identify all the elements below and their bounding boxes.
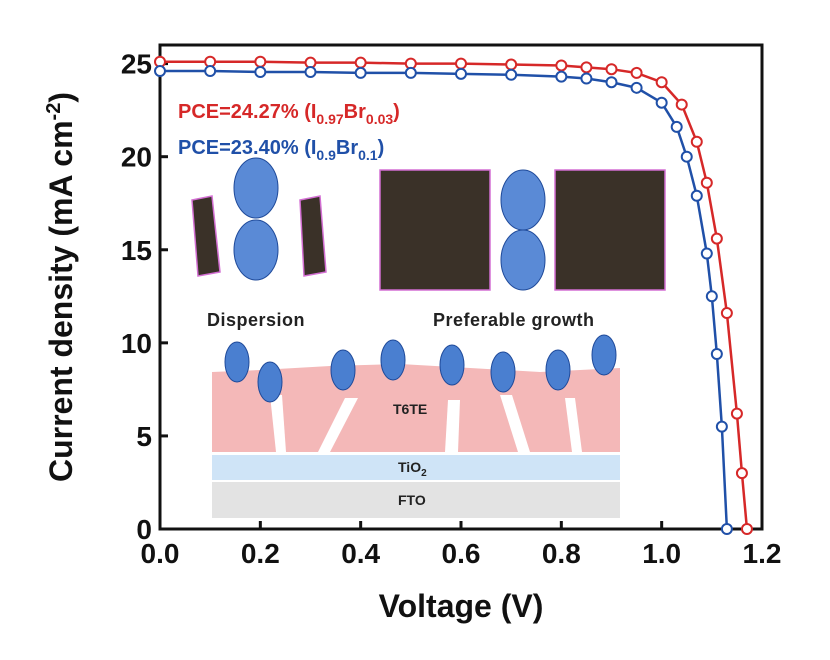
data-point-series-0: [455, 57, 467, 70]
x-tick-label: 1.2: [743, 538, 782, 569]
tio2-layer: [212, 455, 620, 480]
data-point-series-1: [354, 66, 367, 79]
grain-boundary: [318, 398, 358, 452]
grain-boundary: [500, 395, 530, 452]
data-point-series-0: [740, 523, 753, 535]
molecule-cluster: [224, 341, 250, 383]
tio2-label: TiO2: [398, 459, 427, 479]
x-tick-label: 0.2: [241, 538, 280, 569]
perovskite-lattice: [379, 169, 491, 291]
data-point-series-1: [204, 65, 217, 78]
dispersion-label: Dispersion: [207, 310, 305, 330]
grain-boundary: [565, 398, 582, 452]
perovskite-lattice: [554, 169, 666, 291]
x-tick-label: 0.8: [542, 538, 581, 569]
data-point-series-1: [680, 150, 693, 163]
data-point-series-0: [254, 55, 267, 68]
data-point-series-1: [710, 348, 723, 361]
data-point-series-0: [605, 63, 618, 76]
molecule-cluster: [439, 344, 465, 386]
data-point-series-1: [690, 189, 703, 202]
molecule-stack: [233, 157, 279, 219]
data-point-series-0: [730, 407, 743, 420]
x-tick-label: 1.0: [642, 538, 681, 569]
y-tick-label: 15: [121, 235, 152, 266]
data-point-series-1: [670, 120, 683, 133]
y-tick-label: 20: [121, 142, 152, 173]
data-point-series-1: [154, 65, 166, 78]
molecule-cluster: [380, 339, 406, 381]
x-tick-label: 0.4: [341, 538, 380, 569]
data-point-series-1: [630, 81, 643, 94]
data-point-series-0: [675, 98, 688, 111]
data-point-series-1: [605, 76, 618, 89]
series-layer: [154, 55, 753, 535]
data-point-series-0: [555, 59, 568, 72]
data-point-series-0: [354, 56, 367, 69]
y-tick-label: 5: [136, 421, 152, 452]
molecule-stack: [500, 169, 546, 231]
x-tick-label: 0.6: [442, 538, 481, 569]
data-point-series-1: [580, 72, 593, 85]
data-point-series-1: [304, 65, 317, 78]
data-point-series-0: [630, 66, 643, 79]
data-point-series-0: [700, 176, 713, 189]
data-point-series-1: [720, 523, 733, 535]
data-point-series-0: [735, 467, 748, 480]
data-point-series-1: [254, 65, 267, 78]
data-point-series-1: [555, 70, 568, 83]
x-tick-label: 0.0: [141, 538, 180, 569]
molecule-cluster: [490, 351, 516, 393]
y-tick-label: 0: [136, 514, 152, 545]
y-tick-label: 25: [121, 49, 152, 80]
inset-schematic: Dispersion Preferable growth T6TE TiO2 F…: [191, 157, 666, 518]
fto-layer: [212, 482, 620, 518]
data-point-series-1: [655, 96, 668, 109]
data-point-series-1: [455, 67, 467, 80]
data-point-series-1: [404, 66, 417, 79]
y-tick-label: 10: [121, 328, 152, 359]
data-point-series-0: [505, 58, 518, 71]
data-point-series-1: [700, 247, 713, 260]
data-point-series-1: [715, 420, 728, 433]
molecule-cluster: [257, 361, 283, 403]
data-point-series-0: [655, 76, 668, 89]
grain-boundary: [445, 400, 460, 452]
octahedra-sheet: [299, 195, 327, 277]
molecule-cluster: [591, 334, 617, 376]
fto-label: FTO: [398, 492, 426, 508]
data-point-series-0: [580, 61, 593, 74]
t6te-label: T6TE: [393, 401, 427, 417]
octahedra-sheet: [191, 195, 221, 277]
data-point-series-1: [505, 68, 518, 81]
molecule-stack: [233, 219, 279, 281]
molecule-cluster: [330, 349, 356, 391]
grain-boundary: [270, 395, 286, 452]
molecule-stack: [500, 229, 546, 291]
legend-entry-red: PCE=24.27% (I0.97Br0.03): [178, 101, 400, 127]
data-point-series-0: [720, 307, 733, 320]
data-point-series-1: [705, 290, 718, 303]
molecule-cluster: [545, 349, 571, 391]
axis-ticks: 0.0 0.2 0.4 0.6 0.8 1.0 1.2 0 5 10 15 20 25: [121, 49, 782, 569]
legend-entry-blue: PCE=23.40% (I0.9Br0.1): [178, 137, 384, 163]
data-point-series-0: [690, 135, 703, 148]
x-axis-label: Voltage (V): [379, 588, 544, 624]
y-axis-label: Current density (mA cm-2): [43, 92, 79, 482]
preferable-growth-label: Preferable growth: [433, 310, 595, 330]
data-point-series-0: [710, 232, 723, 245]
